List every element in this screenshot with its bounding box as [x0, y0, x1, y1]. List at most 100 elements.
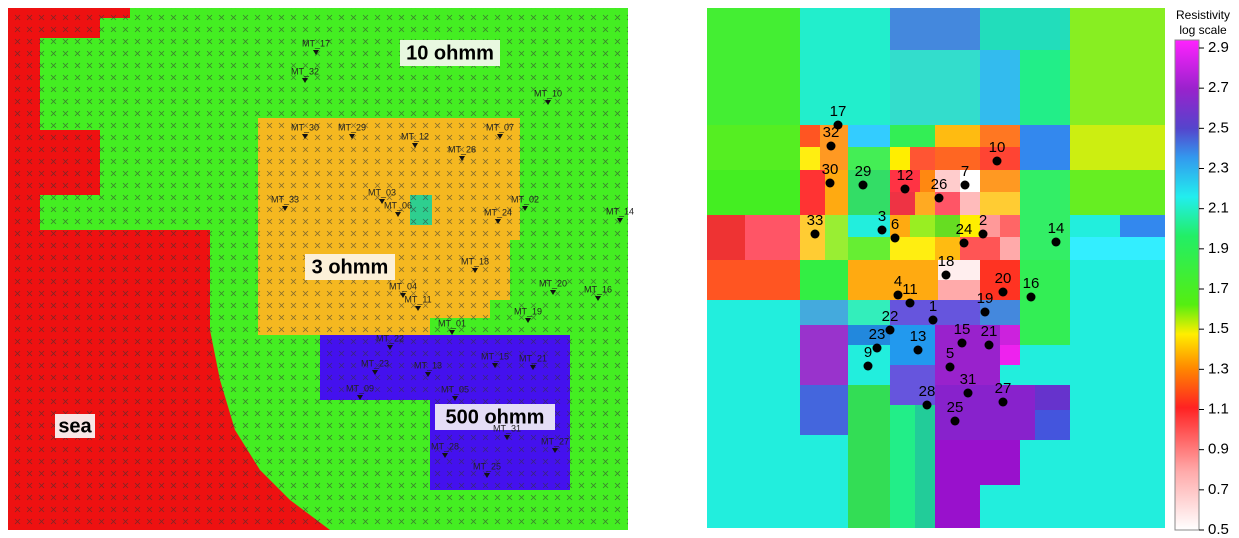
model-cell	[848, 385, 890, 528]
colorbar-tick-label: 1.9	[1208, 240, 1229, 257]
station-label: MT_15	[481, 351, 509, 361]
model-cell	[935, 440, 980, 528]
station-dot	[998, 287, 1008, 297]
station-marker	[495, 219, 501, 224]
model-cell	[960, 192, 980, 215]
model-cell	[848, 325, 890, 345]
station-dot	[905, 298, 915, 308]
station-marker	[425, 372, 431, 377]
model-cell	[890, 170, 920, 192]
station-label: MT_01	[438, 318, 466, 328]
colorbar-tick-label: 2.7	[1208, 79, 1229, 96]
station-label: MT_30	[291, 122, 319, 132]
station-marker	[497, 134, 503, 139]
station-number: 15	[954, 321, 971, 338]
model-cell	[935, 147, 980, 170]
station-dot	[1051, 237, 1061, 247]
station-number: 32	[823, 124, 840, 141]
station-dot	[984, 340, 994, 350]
model-cell	[800, 435, 848, 528]
station-marker	[415, 306, 421, 311]
station-number: 25	[947, 399, 964, 416]
model-cell	[935, 325, 1000, 385]
model-cell	[980, 8, 1070, 50]
model-cell	[915, 192, 935, 215]
station-dot	[885, 325, 895, 335]
station-label: MT_03	[368, 187, 396, 197]
colorbar-title: log scale	[1179, 23, 1227, 37]
station-marker	[302, 78, 308, 83]
model-cell	[1070, 260, 1165, 300]
station-label: MT_12	[401, 131, 429, 141]
station-marker	[545, 100, 551, 105]
model-cell	[1035, 410, 1070, 440]
model-cell	[890, 405, 915, 528]
model-cell	[890, 147, 910, 170]
model-cell	[890, 8, 980, 50]
station-number: 1	[929, 298, 937, 315]
station-marker	[387, 345, 393, 350]
station-label: MT_22	[376, 333, 404, 343]
station-marker	[282, 206, 288, 211]
station-label: MT_21	[519, 353, 547, 363]
station-dot	[858, 180, 868, 190]
station-marker	[395, 212, 401, 217]
model-cell	[890, 50, 980, 125]
station-label: MT_05	[441, 384, 469, 394]
model-cell	[825, 215, 848, 260]
station-marker	[522, 206, 528, 211]
station-dot	[963, 388, 973, 398]
station-marker	[484, 473, 490, 478]
station-number: 33	[807, 212, 824, 229]
model-cell	[800, 8, 890, 125]
station-marker	[452, 396, 458, 401]
model-cell	[1070, 215, 1120, 237]
station-dot	[934, 193, 944, 203]
model-cell	[910, 147, 935, 170]
model-cell	[800, 385, 848, 435]
station-label: MT_18	[461, 256, 489, 266]
station-marker	[302, 134, 308, 139]
station-number: 31	[960, 371, 977, 388]
model-cell	[848, 260, 938, 300]
station-dot	[913, 345, 923, 355]
station-dot	[957, 338, 967, 348]
model-cell	[707, 125, 800, 170]
station-label: MT_16	[584, 284, 612, 294]
station-label: MT_20	[539, 278, 567, 288]
colorbar-tick-label: 2.1	[1208, 200, 1229, 217]
station-label: MT_32	[291, 66, 319, 76]
colorbar-tick-label: 1.5	[1208, 320, 1229, 337]
station-number: 13	[910, 328, 927, 345]
station-number: 16	[1023, 275, 1040, 292]
model-cell	[820, 125, 848, 147]
station-marker	[550, 290, 556, 295]
station-dot	[945, 362, 955, 372]
station-label: MT_02	[511, 194, 539, 204]
station-dot	[825, 178, 835, 188]
colorbar-tick-label: 1.1	[1208, 400, 1229, 417]
colorbar	[1174, 39, 1200, 531]
model-cell	[915, 405, 935, 528]
station-label: MT_09	[346, 383, 374, 393]
model-cell	[1070, 237, 1165, 260]
region-label: 3 ohmm	[312, 256, 389, 278]
model-cell	[1020, 125, 1070, 170]
station-marker	[357, 395, 363, 400]
station-dot	[950, 416, 960, 426]
model-cell	[980, 192, 1020, 215]
station-label: MT_19	[514, 306, 542, 316]
station-number: 30	[822, 161, 839, 178]
station-number: 22	[882, 308, 899, 325]
model-cell	[707, 170, 800, 215]
model-cell	[935, 385, 1035, 440]
station-dot	[900, 184, 910, 194]
region-label: 10 ohmm	[406, 42, 494, 64]
colorbar-tick-label: 0.7	[1208, 481, 1229, 498]
model-cell	[1000, 237, 1020, 260]
station-marker	[492, 363, 498, 368]
model-cell	[980, 125, 1020, 147]
model-cell	[848, 170, 890, 215]
station-dot	[998, 397, 1008, 407]
